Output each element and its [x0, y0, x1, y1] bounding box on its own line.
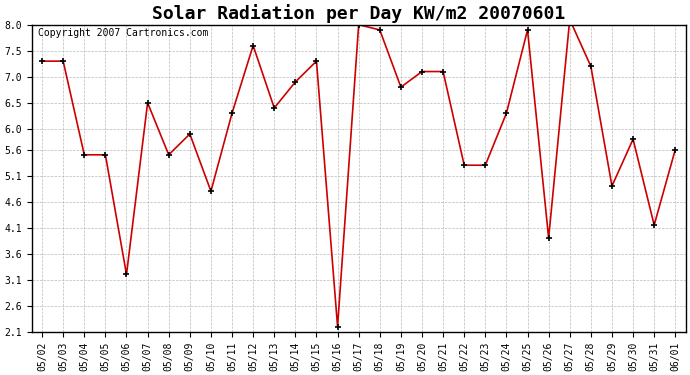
Text: Copyright 2007 Cartronics.com: Copyright 2007 Cartronics.com	[38, 28, 208, 38]
Title: Solar Radiation per Day KW/m2 20070601: Solar Radiation per Day KW/m2 20070601	[152, 4, 565, 23]
